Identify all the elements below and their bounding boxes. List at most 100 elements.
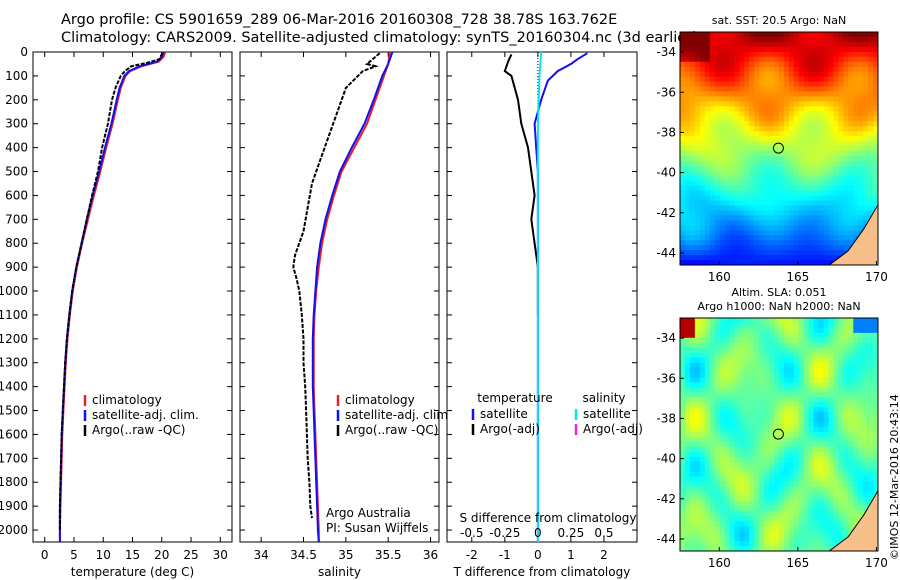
map-cell xyxy=(808,481,815,488)
map-cell xyxy=(724,377,730,383)
map-cell xyxy=(704,471,711,478)
map-cell xyxy=(709,541,716,547)
map-cell xyxy=(838,387,844,393)
map-cell xyxy=(828,357,834,364)
map-cell xyxy=(680,436,686,443)
map-cell xyxy=(843,451,849,458)
map-cell xyxy=(744,165,750,172)
map-cell xyxy=(833,91,839,97)
map-cell xyxy=(774,210,780,216)
map-cell xyxy=(813,347,820,354)
map-ytick-label: -44 xyxy=(656,246,676,260)
map-cell xyxy=(863,318,869,324)
depth-tick-label: 600 xyxy=(5,188,28,202)
map-cell xyxy=(719,111,726,117)
map-cell xyxy=(823,205,829,211)
map-cell xyxy=(788,446,795,453)
map-cell xyxy=(734,441,740,448)
map-cell xyxy=(729,516,735,522)
map-cell xyxy=(764,230,770,236)
map-cell xyxy=(764,322,770,329)
map-cell xyxy=(823,32,829,38)
map-cell xyxy=(744,66,750,73)
map-cell xyxy=(719,116,726,122)
map-cell xyxy=(833,516,839,522)
map-cell xyxy=(848,205,854,211)
map-cell xyxy=(734,322,740,329)
map-cell xyxy=(739,141,745,147)
map-cell xyxy=(818,131,825,137)
map-cell xyxy=(769,215,775,221)
map-cell xyxy=(823,81,829,88)
map-cell xyxy=(724,235,730,241)
map-cell xyxy=(684,160,691,167)
map-cell xyxy=(838,342,844,349)
map-cell xyxy=(788,185,795,192)
map-cell xyxy=(803,427,810,433)
map-cell xyxy=(808,160,815,167)
map-cell xyxy=(828,170,834,177)
map-cell xyxy=(699,456,706,463)
map-cell xyxy=(704,451,711,458)
map-cell xyxy=(749,165,755,172)
map-cell xyxy=(774,441,780,448)
map-cell xyxy=(858,170,864,177)
map-cell xyxy=(684,332,691,339)
map-cell xyxy=(749,387,755,393)
map-cell xyxy=(724,466,730,473)
map-cell xyxy=(680,521,686,527)
map-cell xyxy=(734,131,740,137)
map-cell xyxy=(680,501,686,507)
map-cell xyxy=(724,362,730,369)
map-cell xyxy=(680,352,686,359)
map-cell xyxy=(793,190,800,197)
map-cell xyxy=(744,461,750,468)
map-cell xyxy=(769,66,775,73)
map-cell xyxy=(783,337,790,344)
map-cell xyxy=(694,332,701,339)
map-cell xyxy=(739,56,745,63)
map-cell xyxy=(863,71,869,78)
map-cell xyxy=(680,397,686,403)
map-cell xyxy=(853,71,859,78)
map-cell xyxy=(793,501,800,507)
map-cell xyxy=(813,170,820,177)
map-cell xyxy=(724,195,730,202)
map-cell xyxy=(813,200,820,207)
map-cell xyxy=(863,101,869,107)
map-cell xyxy=(709,180,716,187)
map-cell xyxy=(699,32,706,38)
map-cell xyxy=(680,81,686,88)
map-cell xyxy=(783,367,790,374)
map-cell xyxy=(838,367,844,374)
map-cell xyxy=(719,131,726,137)
map-cell xyxy=(788,342,795,349)
map-cell xyxy=(843,427,849,433)
map-cell xyxy=(739,342,745,349)
map-cell xyxy=(774,377,780,383)
map-cell xyxy=(734,121,740,127)
map-cell xyxy=(680,116,686,122)
map-cell xyxy=(858,422,864,428)
map-cell xyxy=(803,56,810,63)
map-cell xyxy=(769,432,775,438)
map-cell xyxy=(833,230,839,236)
map-cell xyxy=(680,506,686,512)
map-cell xyxy=(774,56,780,63)
map-cell xyxy=(774,71,780,78)
map-cell xyxy=(833,377,839,383)
map-cell xyxy=(699,76,706,83)
map-cell xyxy=(828,422,834,428)
map-cell xyxy=(749,235,755,241)
map-cell xyxy=(764,220,770,226)
map-cell xyxy=(709,486,716,493)
map-cell xyxy=(680,318,686,324)
map-cell xyxy=(714,491,721,497)
map-cell xyxy=(788,76,795,83)
map-cell xyxy=(769,402,775,408)
map-cell xyxy=(694,81,701,88)
map-cell xyxy=(680,41,686,48)
map-cell xyxy=(779,506,785,512)
map-cell xyxy=(818,541,825,547)
map-cell xyxy=(823,352,829,359)
